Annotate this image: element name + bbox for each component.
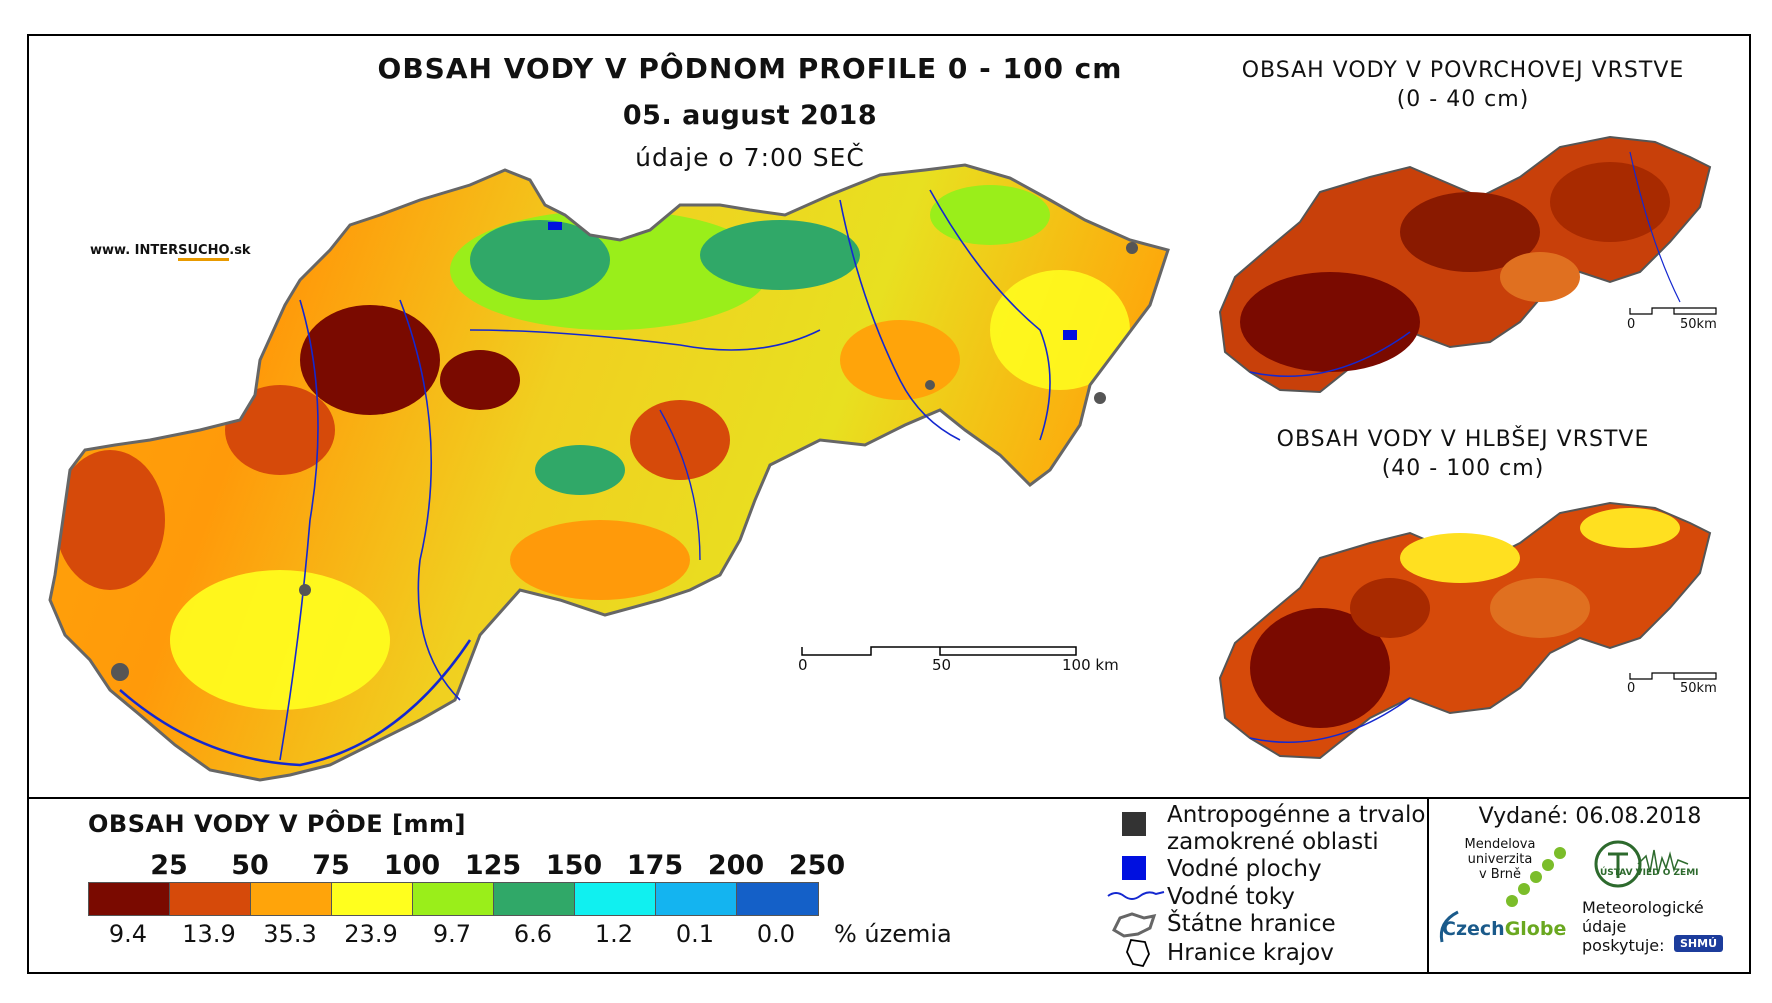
legend-percentage-label: 23.9	[344, 920, 398, 948]
legend-title: OBSAH VODY V PÔDE [mm]	[88, 810, 467, 838]
legend-threshold-label: 25	[150, 850, 188, 881]
legend-threshold-label: 250	[788, 850, 846, 881]
surface-layer-title: OBSAH VODY V POVRCHOVEJ VRSTVE	[1241, 58, 1685, 83]
anthropogenic-label-1: Antropogénne a trvalo	[1167, 802, 1426, 828]
legend-swatch	[89, 883, 170, 915]
surface-scale-end: 50km	[1680, 317, 1717, 332]
legend-swatch	[494, 883, 575, 915]
legend-threshold-label: 150	[545, 850, 603, 881]
surface-layer-map	[1218, 135, 1712, 394]
surface-layer-depth: (0 - 40 cm)	[1396, 87, 1530, 112]
website-link[interactable]: www. INTERSUCHO.sk	[90, 243, 251, 261]
map-date: 05. august 2018	[622, 100, 878, 131]
state-border-label: Štátne hranice	[1167, 911, 1336, 937]
surface-scale-bar	[1629, 307, 1717, 315]
legend-swatch	[170, 883, 251, 915]
mendel-logo-text: Mendelova univerzita v Brně	[1464, 837, 1536, 882]
issued-date: Vydané: 06.08.2018	[1478, 804, 1702, 829]
stream-line-icon	[1107, 891, 1165, 900]
surface-scale-zero: 0	[1627, 317, 1636, 332]
water-bodies-label: Vodné plochy	[1167, 856, 1322, 882]
czechglobe-logo-text: CzechGlobe	[1442, 918, 1567, 940]
legend-pct-unit: % územia	[834, 920, 952, 948]
legend-threshold-label: 200	[707, 850, 765, 881]
legend-percentage-label: 9.4	[108, 920, 148, 948]
anthropogenic-swatch-icon	[1122, 812, 1146, 836]
legend-percentage-label: 9.7	[432, 920, 472, 948]
legend-swatch	[251, 883, 332, 915]
main-title: OBSAH VODY V PÔDNOM PROFILE 0 - 100 cm	[377, 52, 1123, 85]
legend-color-bar	[88, 882, 819, 916]
legend-percentage-label: 13.9	[182, 920, 236, 948]
legend-percentage-label: 35.3	[263, 920, 317, 948]
legend-percentage-label: 0.1	[675, 920, 715, 948]
legend-threshold-label: 50	[231, 850, 269, 881]
streams-label: Vodné toky	[1167, 884, 1295, 910]
legend-swatch	[332, 883, 413, 915]
legend-divider	[27, 797, 1751, 799]
legend-threshold-label: 100	[383, 850, 441, 881]
legend-swatch	[656, 883, 737, 915]
scale-main-zero: 0	[798, 656, 808, 674]
anthropogenic-label-2: zamokrené oblasti	[1167, 829, 1379, 855]
scale-main-mid: 50	[932, 656, 952, 674]
deep-layer-map	[1218, 501, 1712, 760]
legend-swatch	[575, 883, 656, 915]
time-note: údaje o 7:00 SEČ	[635, 143, 865, 172]
regional-border-icon	[1126, 939, 1150, 968]
legend-swatch	[737, 883, 818, 915]
legend-threshold-label: 125	[464, 850, 522, 881]
deep-scale-bar	[1629, 672, 1717, 680]
czechglobe-swoosh-icon	[1439, 910, 1459, 943]
mendel-dots-logo-icon	[1506, 847, 1566, 907]
legend-swatch	[413, 883, 494, 915]
logo-divider	[1427, 797, 1429, 974]
state-border-icon	[1112, 912, 1157, 938]
main-scale-bar	[801, 646, 1077, 656]
regional-border-label: Hranice krajov	[1167, 940, 1334, 966]
water-body-swatch-icon	[1122, 856, 1146, 880]
ustav-logo-text: ÚSTAV VIED O ZEMI	[1600, 868, 1699, 878]
legend-percentage-label: 6.6	[513, 920, 553, 948]
meteo-credit: Meteorologické údaje poskytuje:	[1582, 898, 1704, 955]
deep-scale-zero: 0	[1627, 681, 1636, 696]
deep-layer-title: OBSAH VODY V HLBŠEJ VRSTVE	[1276, 427, 1650, 452]
legend-threshold-label: 175	[626, 850, 684, 881]
legend-percentage-label: 1.2	[594, 920, 634, 948]
deep-scale-end: 50km	[1680, 681, 1717, 696]
deep-layer-depth: (40 - 100 cm)	[1381, 456, 1545, 481]
legend-threshold-label: 75	[312, 850, 350, 881]
ustav-logo-icon	[1594, 840, 1689, 888]
legend-percentage-label: 0.0	[756, 920, 796, 948]
scale-main-end: 100 km	[1062, 656, 1119, 674]
shmu-logo: SHMÚ	[1674, 935, 1724, 952]
